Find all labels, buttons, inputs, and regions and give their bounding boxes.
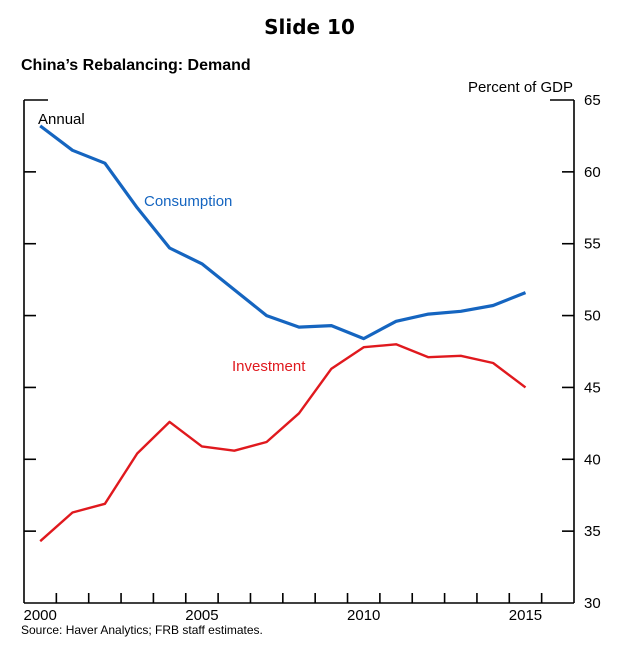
y-tick-label: 30 [584, 595, 601, 612]
series-line-investment [39, 343, 527, 543]
y-tick-label: 65 [584, 92, 601, 109]
y-tick-label: 45 [584, 379, 601, 396]
y-axis-label: Percent of GDP [468, 79, 573, 96]
chart-frame [23, 99, 575, 604]
series-lines [39, 124, 527, 543]
y-tick-label: 50 [584, 308, 601, 325]
series-label-investment: Investment [232, 358, 306, 375]
series-label-consumption: Consumption [144, 193, 232, 210]
y-tick-label: 40 [584, 451, 601, 468]
source-note: Source: Haver Analytics; FRB staff estim… [21, 623, 263, 637]
y-axis: 30 35 40 45 50 55 60 65 [24, 92, 601, 612]
x-axis: 2000 2005 2010 2015 [23, 593, 543, 624]
x-tick-label: 2015 [509, 607, 542, 624]
slide-title: Slide 10 [264, 15, 355, 39]
y-tick-label: 60 [584, 164, 601, 181]
x-tick-label: 2010 [347, 607, 380, 624]
y-tick-label: 55 [584, 236, 601, 253]
y-tick-label: 35 [584, 523, 601, 540]
x-tick-label: 2005 [185, 607, 218, 624]
frequency-label: Annual [38, 111, 85, 128]
x-tick-label: 2000 [23, 607, 56, 624]
series-line-consumption [39, 124, 527, 341]
chart-title: China’s Rebalancing: Demand [21, 57, 251, 74]
